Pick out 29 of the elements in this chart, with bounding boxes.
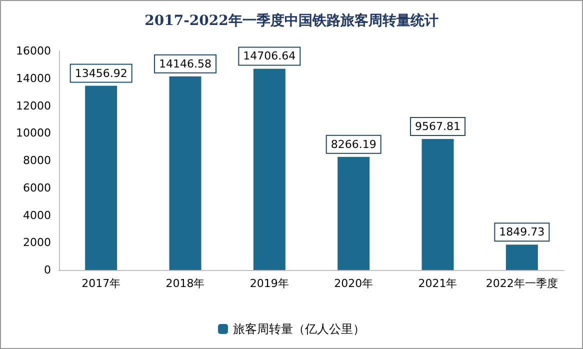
x-tick-label: 2020年 [334,277,374,290]
y-tick-label: 14000 [16,72,51,85]
bar [506,244,538,270]
bar [422,139,454,270]
y-tick-label: 0 [44,264,51,276]
legend-label: 旅客周转量（亿人公里） [233,322,365,336]
bar [338,156,370,270]
bar [85,86,118,270]
data-label: 1849.73 [499,226,545,239]
data-label: 14146.58 [159,57,212,70]
x-tick-label: 2019年 [250,277,289,290]
data-label: 8266.19 [330,138,376,151]
y-tick-label: 4000 [23,208,51,222]
y-tick-label: 8000 [23,154,51,167]
x-tick-label: 2022年一季度 [486,277,558,290]
bar [169,76,202,270]
x-tick-label: 2017年 [82,277,121,290]
y-tick-label: 2000 [23,236,51,250]
y-tick-label: 12000 [16,99,51,112]
y-tick-label: 6000 [23,181,51,194]
data-label: 13456.92 [74,66,128,80]
y-tick-label: 10000 [16,126,51,140]
data-label: 14706.64 [243,50,296,63]
y-tick-label: 16000 [16,44,51,58]
x-tick-label: 2021年 [418,277,458,290]
chart-title: 2017-2022年一季度中国铁路旅客周转量统计 [144,12,438,29]
bar [253,68,286,270]
data-label: 9567.81 [415,120,460,134]
x-tick-label: 2018年 [166,277,205,290]
